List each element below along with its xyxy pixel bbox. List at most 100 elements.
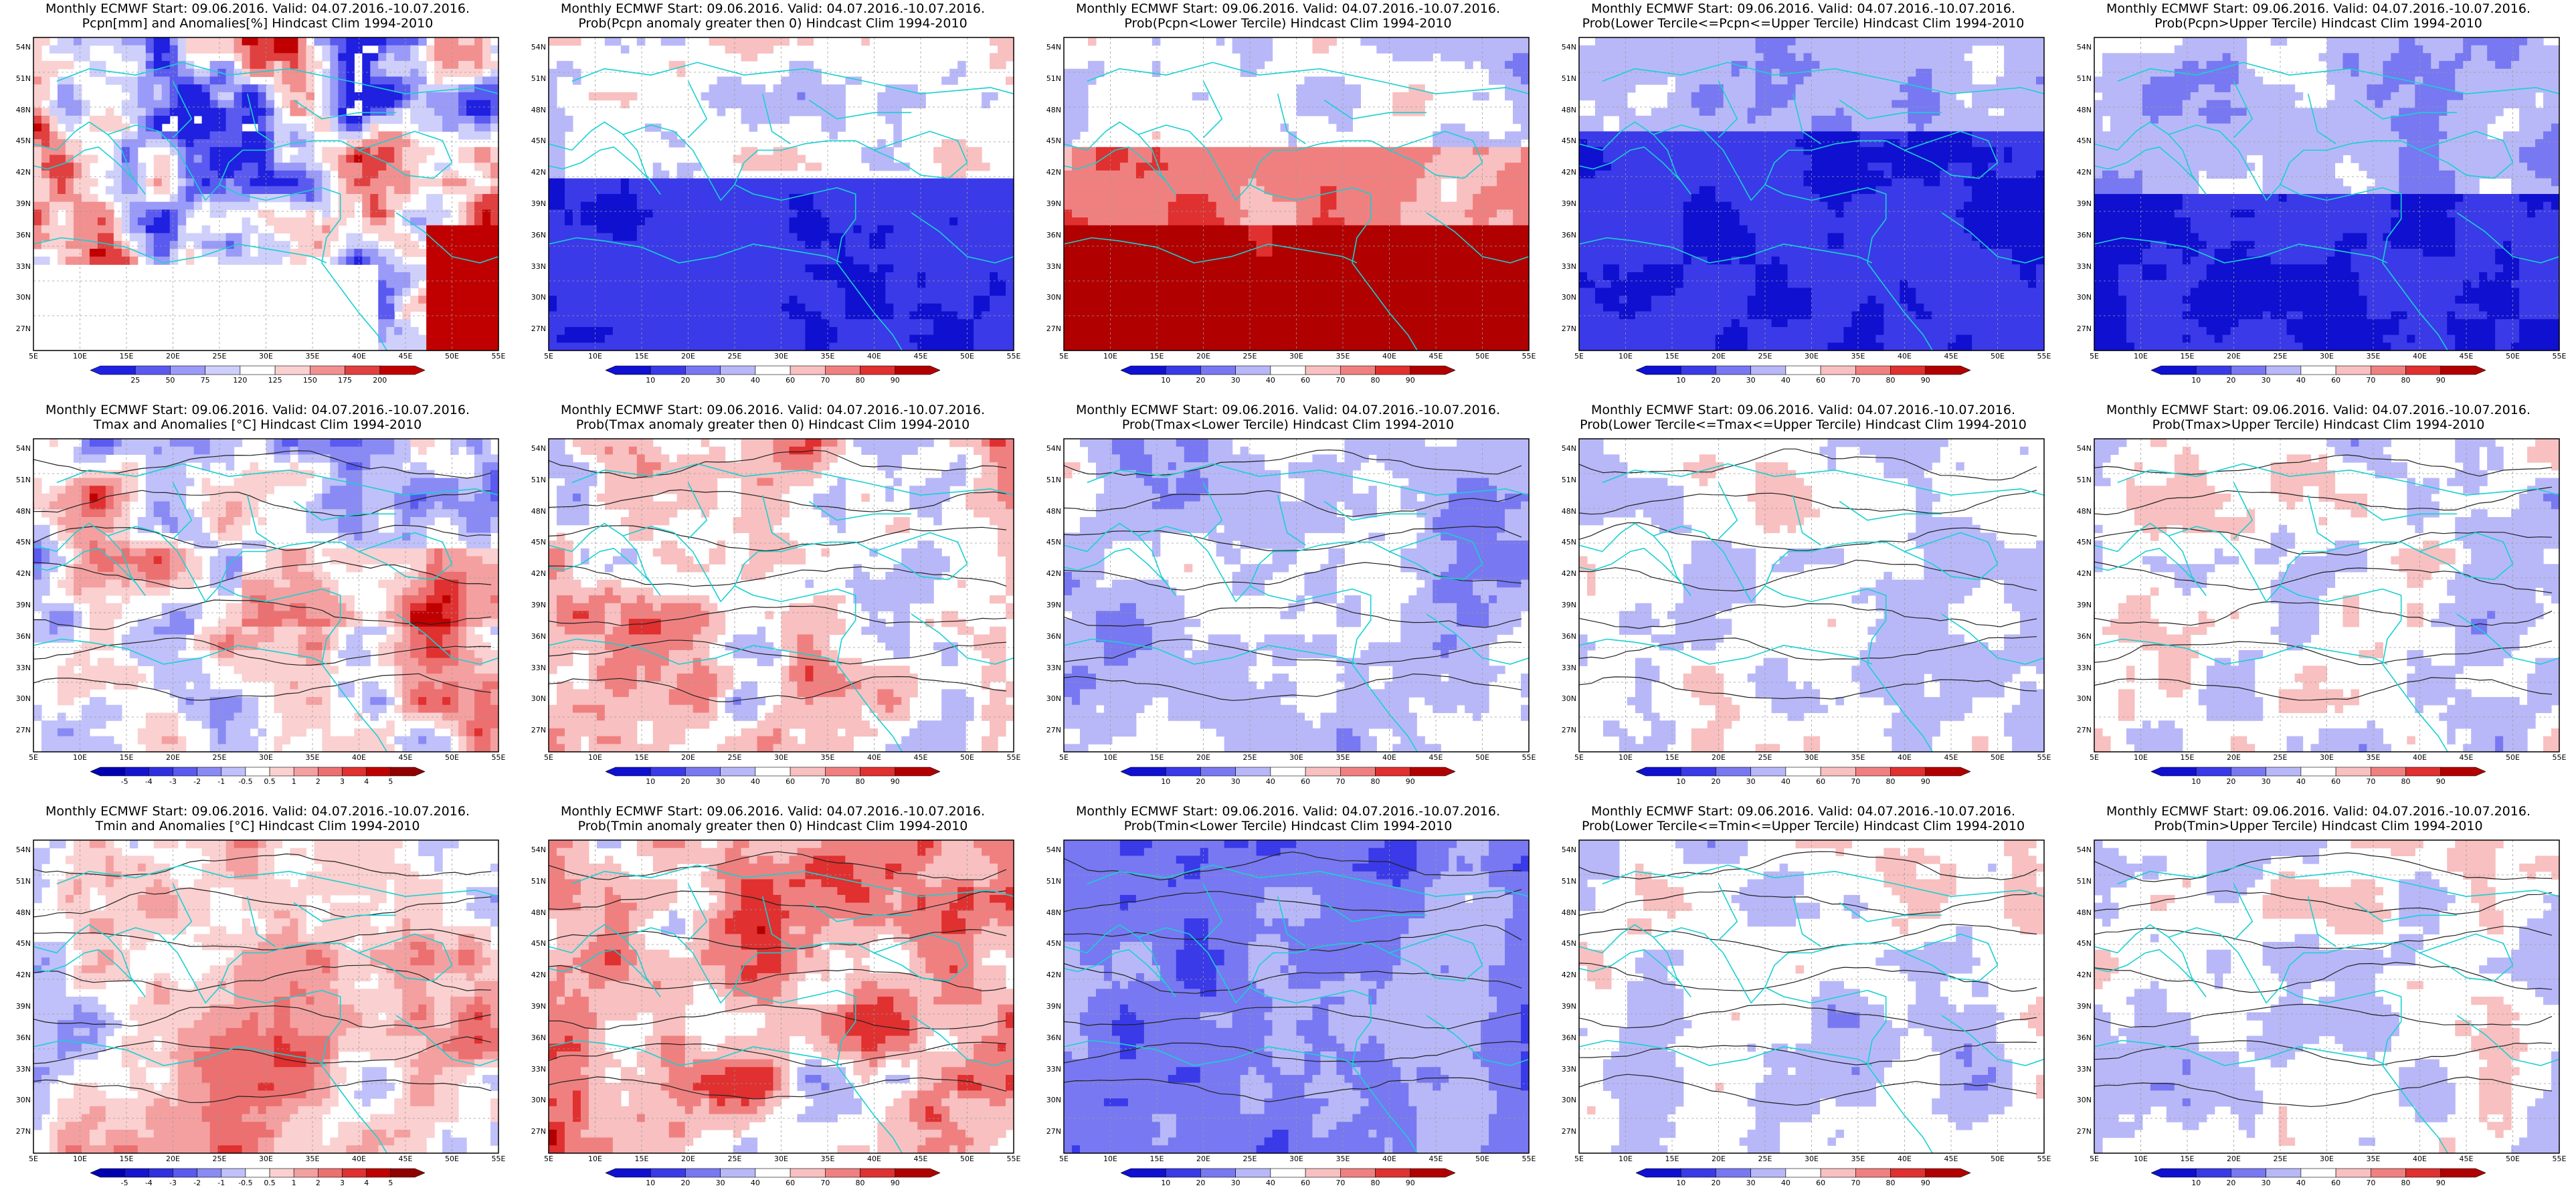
latitude-label: 48N [530,106,546,114]
latitude-label: 54N [1560,444,1576,453]
latitude-label: 33N [1045,1065,1061,1074]
colorbar-swatch [790,365,826,375]
colorbar-swatch [124,767,149,777]
colorbar-tick-label: 40 [1781,376,1790,385]
colorbar-tick-label: 10 [646,1179,655,1187]
colorbar-tick-label: 30 [1231,1179,1240,1187]
colorbar-tick-label: 70 [1851,376,1860,385]
latitude-label: 33N [2076,1065,2092,1074]
longitude-label: 50E [2506,352,2520,361]
map-frame [1578,37,2045,351]
longitude-label: 20E [1196,352,1210,361]
latitude-label: 27N [530,726,546,734]
colorbar-tick-label: 10 [1161,376,1170,385]
colorbar-swatch [1680,365,1716,375]
shaded-field [1579,439,2045,752]
longitude-label: 5E [29,753,38,762]
colorbar-tick-label: 40 [2296,1179,2306,1187]
longitude-label: 45E [1944,1155,1958,1163]
colorbar-swatch [205,365,241,375]
panel-title-line2: Prob(Pcpn<Lower Tercile) Hindcast Clim 1… [1030,16,1546,31]
latitude-label: 48N [2076,507,2092,516]
colorbar [2151,365,2486,375]
longitude-label: 50E [960,753,974,762]
map-panel-tmin-prob-lower: Monthly ECMWF Start: 09.06.2016. Valid: … [1030,803,1546,1204]
longitude-label: 15E [1665,753,1679,762]
colorbar-swatch [2405,365,2442,375]
colorbar-tick-label: 30 [1231,777,1240,786]
map-frame [1063,438,1530,752]
latitude-label: 33N [2076,664,2092,672]
colorbar-tick-label: 90 [1921,376,1930,385]
longitude-label: 50E [1475,753,1489,762]
colorbar-tick-label: 30 [2262,777,2271,786]
colorbar-swatch [1716,365,1751,375]
colorbar-swatch [1165,365,1201,375]
colorbar-swatch [606,767,651,777]
colorbar [1121,365,1455,375]
longitude-label: 40E [352,753,366,762]
colorbar-tick-label: 90 [1406,777,1415,786]
longitude-label: 35E [821,1155,835,1163]
latitude-label: 27N [15,1127,31,1136]
colorbar-tick-label: 90 [891,1179,900,1187]
colorbar-tick-label: 5 [388,1179,393,1187]
longitude-label: 40E [867,1155,881,1163]
latitude-label: 27N [15,726,31,734]
colorbar-swatch [2405,767,2442,777]
shaded-field [2094,37,2560,351]
longitude-label: 45E [914,753,928,762]
latitude-label: 42N [1560,971,1576,979]
colorbar-swatch [221,767,246,777]
colorbar-swatch [1636,767,1681,777]
panel-title-line1: Monthly ECMWF Start: 09.06.2016. Valid: … [1030,403,1546,417]
colorbar-tick-label: 3 [340,777,345,786]
longitude-label: 40E [1898,1155,1912,1163]
latitude-label: 36N [2076,632,2092,641]
coastlines [548,864,1014,1154]
latitude-label: 54N [530,43,546,52]
colorbar-swatch [2195,365,2231,375]
colorbar-swatch [895,767,940,777]
latitude-label: 39N [530,199,546,208]
longitude-label: 40E [1382,753,1396,762]
colorbar-tick-label: 90 [1921,1179,1930,1187]
coastlines [2094,62,2560,351]
latitude-label: 33N [530,664,546,672]
colorbar-tick-label: 80 [1371,1179,1380,1187]
latitude-label: 27N [1045,1127,1061,1136]
colorbar-swatch [2405,1168,2442,1178]
latitude-label: 51N [1045,476,1061,484]
latitude-label: 36N [15,1033,31,1042]
colorbar-tick-label: 80 [1886,777,1896,786]
map-frame [33,37,499,351]
latitude-label: 48N [1560,106,1576,114]
latitude-label: 39N [1045,1002,1061,1011]
colorbar-swatch [1121,1168,1166,1178]
colorbar-tick-label: 30 [1746,376,1756,385]
colorbar-tick-label: 70 [2366,777,2375,786]
latitude-label: 27N [1560,324,1576,333]
colorbar-tick-label: 90 [1406,1179,1415,1187]
map-frame [1063,839,1530,1154]
colorbar-swatch [293,767,318,777]
map-plot [33,438,499,752]
longitude-label: 30E [1289,1155,1303,1163]
latitude-label: 30N [1045,694,1061,703]
latitude-label: 30N [1045,1096,1061,1104]
colorbar-swatch [2371,1168,2406,1178]
panel-title-line2: Tmax and Anomalies [°C] Hindcast Clim 19… [0,417,515,432]
longitude-label: 55E [2037,352,2051,361]
latitude-label: 33N [1560,1065,1576,1074]
colorbar-tick-label: -5 [121,1179,128,1187]
panel-title-line1: Monthly ECMWF Start: 09.06.2016. Valid: … [515,804,1030,819]
latitude-label: 27N [1560,1127,1576,1136]
latitude-label: 54N [2076,845,2092,854]
colorbar-tick-label: 125 [268,376,282,385]
colorbar-swatch [1855,767,1891,777]
shaded-field [2094,439,2560,752]
colorbar-swatch [1165,767,1201,777]
colorbar-swatch [1165,1168,1201,1178]
graticule [549,840,1014,1153]
longitude-label: 25E [1243,1155,1257,1163]
